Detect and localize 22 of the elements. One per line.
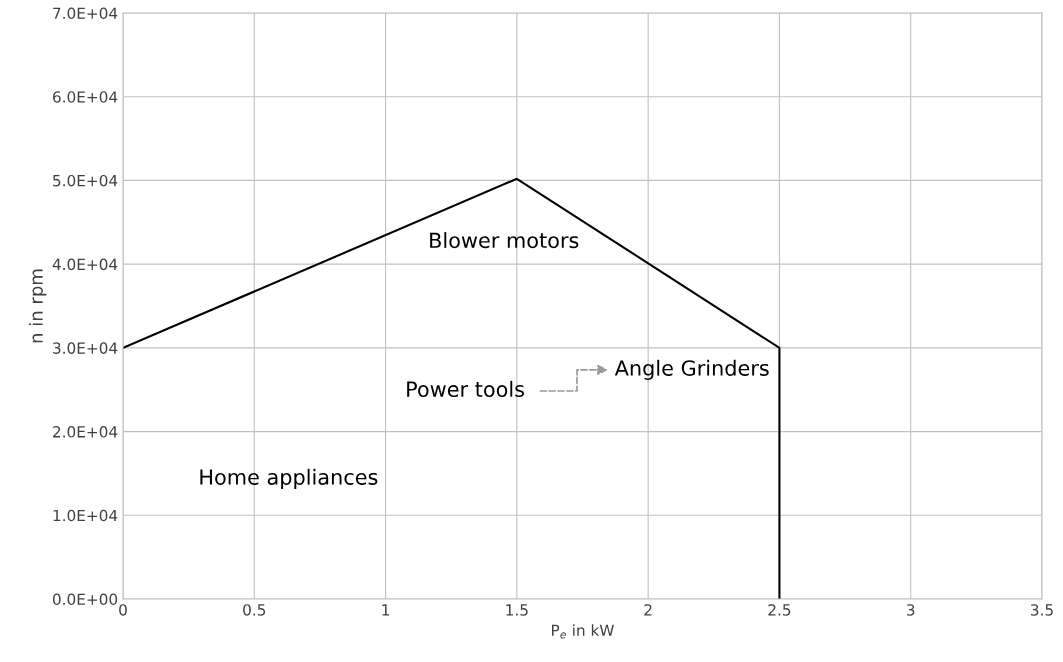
y-tick-label: 2.0E+04 bbox=[53, 426, 118, 438]
x-tick-label: 0 bbox=[119, 604, 127, 616]
y-tick-label: 1.0E+04 bbox=[53, 509, 118, 522]
x-axis-title: P$_{e}$ in kW bbox=[551, 624, 614, 639]
x-tick-label: 1 bbox=[382, 604, 390, 616]
y-tick-label: 5.0E+04 bbox=[53, 174, 118, 187]
x-tick-label: 3.5 bbox=[1031, 604, 1053, 616]
y-tick-label: 4.0E+04 bbox=[52, 258, 118, 271]
y-tick-label: 3.0E+04 bbox=[53, 342, 118, 354]
y-tick-label: 0.0E+00 bbox=[52, 593, 118, 606]
x-tick-label: 2 bbox=[644, 604, 652, 616]
x-tick-label: 1.5 bbox=[506, 604, 528, 616]
y-tick-label: 7.0E+04 bbox=[53, 7, 118, 20]
annotation: Blower motors bbox=[430, 232, 579, 249]
x-tick-label: 0.5 bbox=[243, 604, 266, 616]
x-tick-label: 2.5 bbox=[768, 604, 791, 616]
y-tick-label: 6.0E+04 bbox=[53, 91, 118, 103]
annotation: Home appliances bbox=[200, 468, 378, 489]
annotation: Power tools bbox=[407, 380, 525, 398]
x-tick-label: 3 bbox=[907, 604, 915, 616]
y-axis-title: n in rpm bbox=[28, 269, 47, 343]
annotation: Angle Grinders bbox=[614, 359, 769, 380]
